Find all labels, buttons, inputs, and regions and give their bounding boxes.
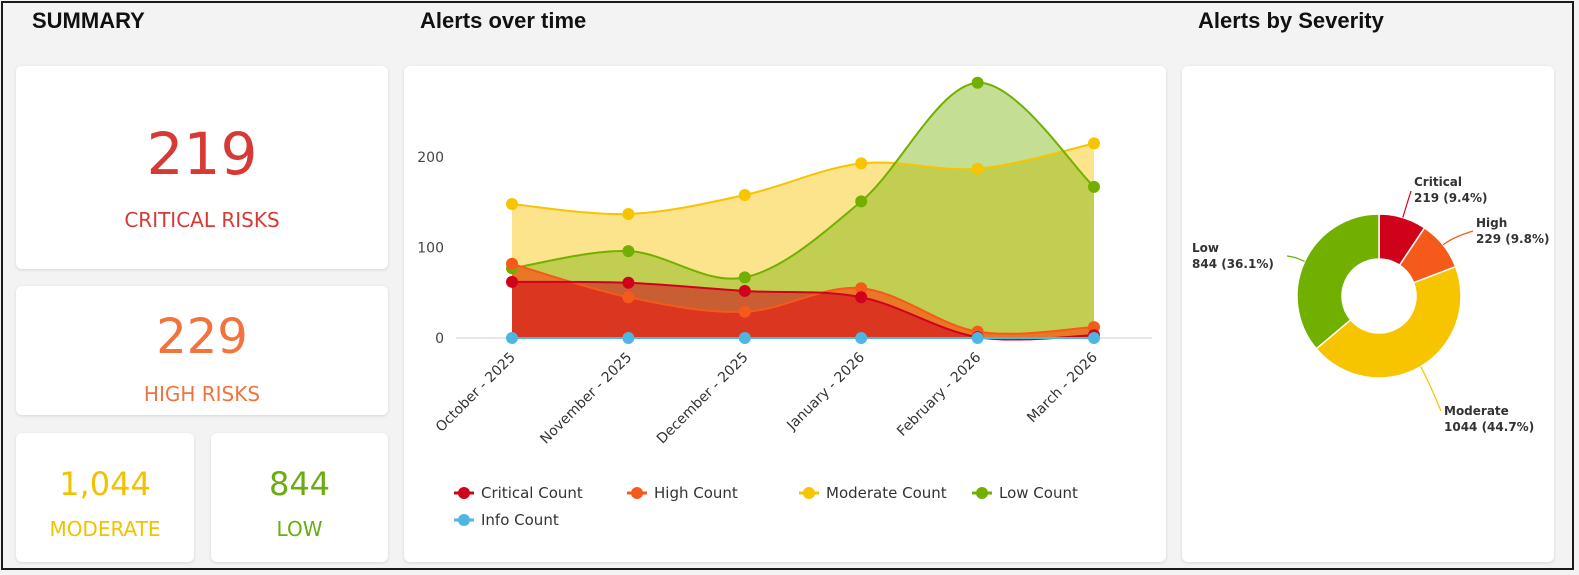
legend-critical-label: Critical Count xyxy=(481,484,583,502)
critical-count-point[interactable] xyxy=(622,276,635,289)
info-count-point[interactable] xyxy=(855,332,868,344)
low-label: LOW xyxy=(276,517,323,541)
moderate-count-point[interactable] xyxy=(971,162,984,175)
legend-critical[interactable]: Critical Count xyxy=(454,484,583,502)
x-tick-label: January - 2026 xyxy=(783,349,868,434)
critical-count-point[interactable] xyxy=(506,275,518,288)
critical-slice-value: 219 (9.4%) xyxy=(1414,191,1487,205)
high-slice-name: High xyxy=(1476,216,1507,230)
x-tick-label: March - 2026 xyxy=(1024,349,1101,426)
moderate-card[interactable]: 1,044 MODERATE xyxy=(16,433,194,562)
moderate-slice-name: Moderate xyxy=(1444,404,1509,418)
legend-info[interactable]: Info Count xyxy=(454,511,559,529)
y-tick-label: 100 xyxy=(417,241,444,257)
low-count-point[interactable] xyxy=(1088,180,1100,193)
legend-high-label: High Count xyxy=(654,484,738,502)
low-value: 844 xyxy=(268,465,331,503)
high-count-line xyxy=(511,262,1095,335)
high-risks-value: 229 xyxy=(156,309,248,365)
critical-risks-value: 219 xyxy=(146,120,258,188)
x-tick-label: October - 2025 xyxy=(433,350,519,436)
critical-count-area xyxy=(512,281,1094,340)
info-count-point[interactable] xyxy=(622,332,635,344)
moderate-count-point[interactable] xyxy=(1088,137,1100,150)
alerts-over-time-card: 0 100 200 October - 2025 November - 2025 Dece… xyxy=(404,66,1166,562)
moderate-slice[interactable] xyxy=(1315,265,1462,379)
info-count-point[interactable] xyxy=(738,332,751,344)
low-count-point[interactable] xyxy=(855,195,868,208)
legend-low-marker xyxy=(976,487,988,499)
critical-count-point[interactable] xyxy=(738,284,751,297)
legend-moderate-label: Moderate Count xyxy=(826,484,947,502)
moderate-leader-line xyxy=(1420,366,1442,412)
high-count-point[interactable] xyxy=(738,305,751,318)
donut-chart: Critical 219 (9.4%) High 229 (9.8%) Moderate… xyxy=(1192,175,1549,434)
low-count-point[interactable] xyxy=(738,271,751,284)
moderate-count-point[interactable] xyxy=(622,208,635,221)
legend-critical-marker xyxy=(458,487,470,499)
low-count-point[interactable] xyxy=(971,76,984,89)
legend-moderate-marker xyxy=(803,487,815,499)
high-count-point[interactable] xyxy=(622,291,635,304)
alerts-by-severity-title: Alerts by Severity xyxy=(1198,8,1384,33)
critical-leader-line xyxy=(1402,190,1412,218)
high-leader-line xyxy=(1442,230,1474,246)
y-tick-label: 200 xyxy=(417,150,444,166)
summary-title: SUMMARY xyxy=(32,8,145,33)
info-count-point[interactable] xyxy=(1088,332,1100,344)
low-count-area xyxy=(512,82,1094,338)
legend-high-marker xyxy=(631,487,643,499)
info-count-point[interactable] xyxy=(506,332,518,344)
critical-risks-label: CRITICAL RISKS xyxy=(124,208,280,232)
moderate-count-point[interactable] xyxy=(738,189,751,202)
alerts-over-time-title: Alerts over time xyxy=(420,8,587,33)
moderate-count-line xyxy=(511,142,1095,216)
legend-high[interactable]: High Count xyxy=(627,484,738,502)
area-chart: 0 100 200 October - 2025 November - 2025 Dece… xyxy=(417,76,1152,529)
critical-risks-card[interactable]: 219 CRITICAL RISKS xyxy=(16,66,388,269)
high-risks-label: HIGH RISKS xyxy=(143,382,261,406)
high-risks-card[interactable]: 229 HIGH RISKS xyxy=(16,286,388,415)
moderate-label: MODERATE xyxy=(49,517,161,541)
critical-slice-name: Critical xyxy=(1414,175,1462,189)
low-slice-name: Low xyxy=(1192,241,1219,255)
low-card[interactable]: 844 LOW xyxy=(211,433,388,562)
moderate-count-point[interactable] xyxy=(855,157,868,170)
info-count-point[interactable] xyxy=(971,332,984,344)
low-count-point[interactable] xyxy=(622,245,635,258)
legend-moderate[interactable]: Moderate Count xyxy=(799,484,947,502)
low-slice[interactable] xyxy=(1296,213,1380,350)
x-tick-label: December - 2025 xyxy=(654,350,752,448)
legend-info-marker xyxy=(458,514,470,526)
legend-info-label: Info Count xyxy=(481,511,559,529)
alerts-by-severity-card: Critical 219 (9.4%) High 229 (9.8%) Moderate… xyxy=(1182,66,1554,562)
legend-low-label: Low Count xyxy=(999,484,1078,502)
y-tick-label: 0 xyxy=(435,331,444,347)
x-tick-label: November - 2025 xyxy=(537,350,635,448)
critical-count-point[interactable] xyxy=(855,291,868,304)
high-count-point[interactable] xyxy=(855,282,868,295)
low-leader-line xyxy=(1286,255,1305,262)
moderate-slice-value: 1044 (44.7%) xyxy=(1444,420,1534,434)
moderate-value: 1,044 xyxy=(59,465,151,503)
low-slice-value: 844 (36.1%) xyxy=(1192,257,1274,271)
high-slice-value: 229 (9.8%) xyxy=(1476,232,1549,246)
x-tick-label: February - 2026 xyxy=(894,349,984,439)
moderate-count-point[interactable] xyxy=(506,198,518,211)
legend-low[interactable]: Low Count xyxy=(972,484,1078,502)
high-count-point[interactable] xyxy=(506,257,518,270)
